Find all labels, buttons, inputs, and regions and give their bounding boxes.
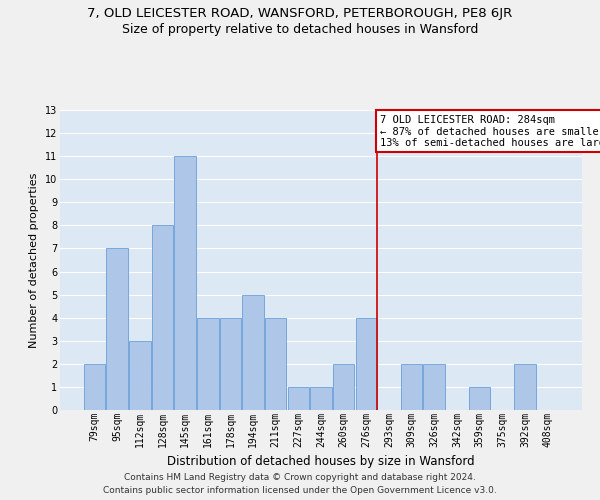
Bar xyxy=(514,364,536,410)
Bar xyxy=(333,364,355,410)
Bar xyxy=(175,156,196,410)
Bar xyxy=(287,387,309,410)
Bar xyxy=(84,364,105,410)
Text: Contains HM Land Registry data © Crown copyright and database right 2024.
Contai: Contains HM Land Registry data © Crown c… xyxy=(103,474,497,495)
Bar xyxy=(106,248,128,410)
Bar xyxy=(424,364,445,410)
Text: 7, OLD LEICESTER ROAD, WANSFORD, PETERBOROUGH, PE8 6JR: 7, OLD LEICESTER ROAD, WANSFORD, PETERBO… xyxy=(88,8,512,20)
X-axis label: Distribution of detached houses by size in Wansford: Distribution of detached houses by size … xyxy=(167,455,475,468)
Bar xyxy=(129,341,151,410)
Bar xyxy=(469,387,490,410)
Bar xyxy=(197,318,218,410)
Bar xyxy=(356,318,377,410)
Bar xyxy=(310,387,332,410)
Bar xyxy=(401,364,422,410)
Bar xyxy=(242,294,264,410)
Text: Size of property relative to detached houses in Wansford: Size of property relative to detached ho… xyxy=(122,22,478,36)
Y-axis label: Number of detached properties: Number of detached properties xyxy=(29,172,39,348)
Bar xyxy=(152,226,173,410)
Bar xyxy=(265,318,286,410)
Text: 7 OLD LEICESTER ROAD: 284sqm
← 87% of detached houses are smaller (54)
13% of se: 7 OLD LEICESTER ROAD: 284sqm ← 87% of de… xyxy=(380,114,600,148)
Bar xyxy=(220,318,241,410)
